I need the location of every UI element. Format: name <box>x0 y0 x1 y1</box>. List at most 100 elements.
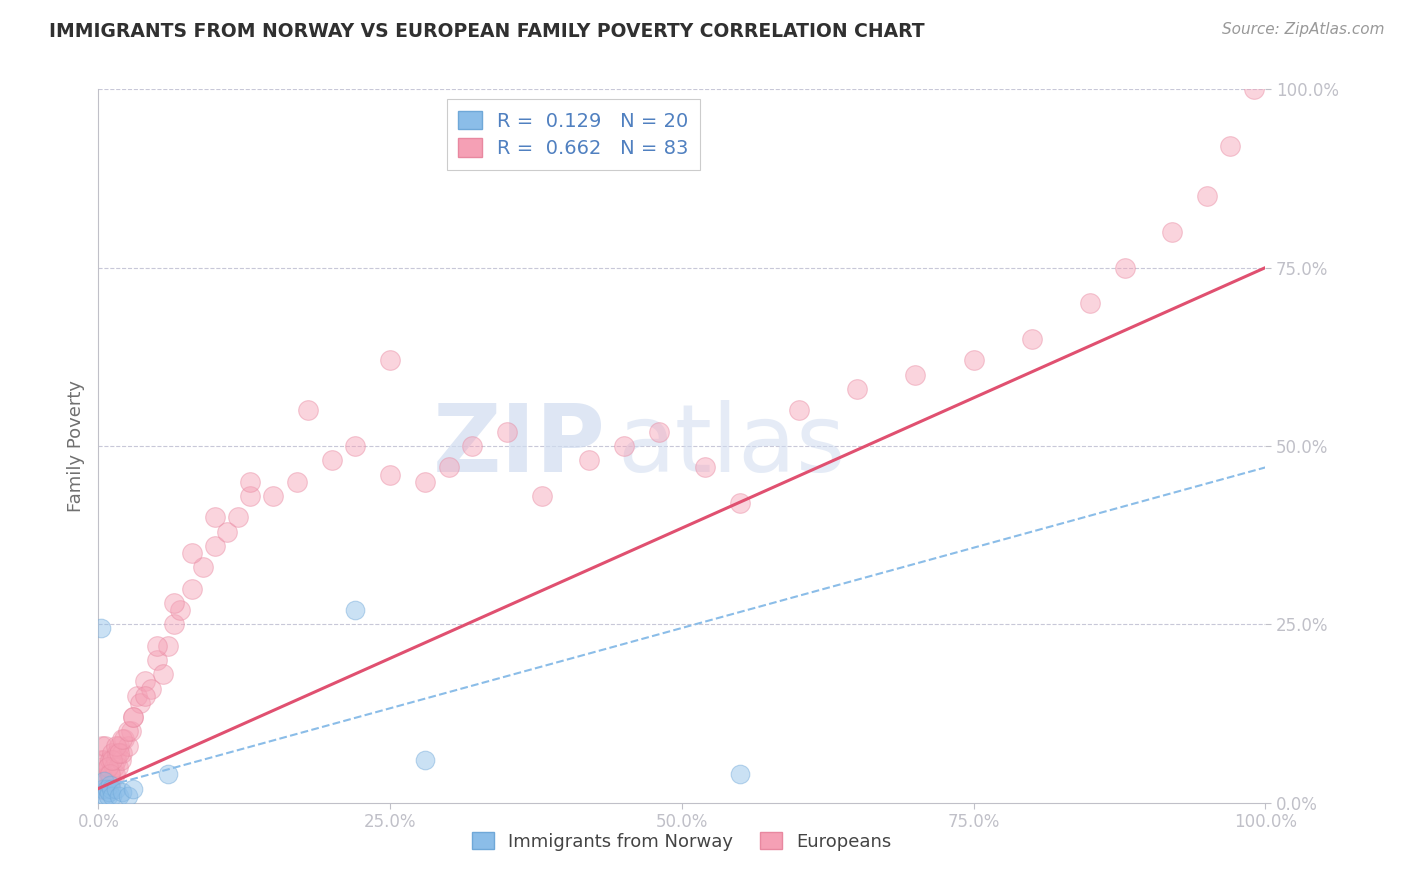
Point <box>103 760 125 774</box>
Point <box>134 689 156 703</box>
Point <box>122 710 145 724</box>
Point <box>104 781 127 796</box>
Point <box>96 781 118 796</box>
Point <box>204 510 226 524</box>
Point <box>344 439 367 453</box>
Point <box>110 753 132 767</box>
Point <box>101 746 124 760</box>
Point <box>97 760 120 774</box>
Point <box>1114 260 1136 275</box>
Point <box>1219 139 1241 153</box>
Point <box>120 724 142 739</box>
Point <box>111 746 134 760</box>
Point <box>90 739 112 753</box>
Point <box>117 739 139 753</box>
Point <box>104 753 127 767</box>
Point <box>122 781 145 796</box>
Point <box>93 753 115 767</box>
Point <box>163 617 186 632</box>
Legend: Immigrants from Norway, Europeans: Immigrants from Norway, Europeans <box>465 825 898 858</box>
Point <box>98 767 121 781</box>
Point <box>787 403 810 417</box>
Point <box>139 681 162 696</box>
Point <box>97 767 120 781</box>
Point <box>215 524 238 539</box>
Point <box>530 489 553 503</box>
Point <box>91 781 114 796</box>
Point <box>730 496 752 510</box>
Point <box>97 760 120 774</box>
Point <box>100 781 122 796</box>
Point <box>100 774 122 789</box>
Point <box>94 739 117 753</box>
Point <box>93 774 115 789</box>
Point <box>152 667 174 681</box>
Point <box>1161 225 1184 239</box>
Point <box>461 439 484 453</box>
Point <box>112 731 135 746</box>
Point <box>108 746 131 760</box>
Point <box>730 767 752 781</box>
Point <box>94 789 117 803</box>
Point <box>380 467 402 482</box>
Point <box>193 560 215 574</box>
Point <box>117 789 139 803</box>
Point <box>204 539 226 553</box>
Y-axis label: Family Poverty: Family Poverty <box>66 380 84 512</box>
Point <box>647 425 669 439</box>
Point <box>90 621 112 635</box>
Point <box>228 510 250 524</box>
Point <box>613 439 636 453</box>
Point <box>107 760 129 774</box>
Point <box>180 582 202 596</box>
Point <box>962 353 984 368</box>
Point <box>101 789 124 803</box>
Point <box>96 774 118 789</box>
Point <box>344 603 367 617</box>
Point <box>239 489 262 503</box>
Point <box>97 789 120 803</box>
Text: ZIP: ZIP <box>433 400 606 492</box>
Point <box>380 353 402 368</box>
Point <box>157 767 180 781</box>
Point <box>321 453 343 467</box>
Point <box>695 460 717 475</box>
Point <box>146 653 169 667</box>
Point <box>101 753 124 767</box>
Point <box>117 724 139 739</box>
Point <box>437 460 460 475</box>
Point <box>134 674 156 689</box>
Point <box>90 789 112 803</box>
Point <box>578 453 600 467</box>
Point <box>97 785 120 799</box>
Point <box>129 696 152 710</box>
Point <box>496 425 519 439</box>
Point <box>105 746 128 760</box>
Point <box>157 639 180 653</box>
Point <box>262 489 284 503</box>
Point <box>91 760 114 774</box>
Point <box>1243 82 1265 96</box>
Point <box>285 475 308 489</box>
Point <box>104 767 127 781</box>
Point <box>122 710 145 724</box>
Point <box>125 689 148 703</box>
Point <box>89 767 111 781</box>
Point <box>90 781 112 796</box>
Point <box>180 546 202 560</box>
Text: Source: ZipAtlas.com: Source: ZipAtlas.com <box>1222 22 1385 37</box>
Point <box>93 774 115 789</box>
Text: IMMIGRANTS FROM NORWAY VS EUROPEAN FAMILY POVERTY CORRELATION CHART: IMMIGRANTS FROM NORWAY VS EUROPEAN FAMIL… <box>49 22 925 41</box>
Point <box>1195 189 1218 203</box>
Point <box>146 639 169 653</box>
Point <box>111 785 134 799</box>
Point <box>98 778 121 792</box>
Point <box>98 753 121 767</box>
Point <box>108 789 131 803</box>
Point <box>846 382 869 396</box>
Point <box>111 731 134 746</box>
Point <box>413 475 436 489</box>
Point <box>163 596 186 610</box>
Point <box>1080 296 1102 310</box>
Point <box>297 403 319 417</box>
